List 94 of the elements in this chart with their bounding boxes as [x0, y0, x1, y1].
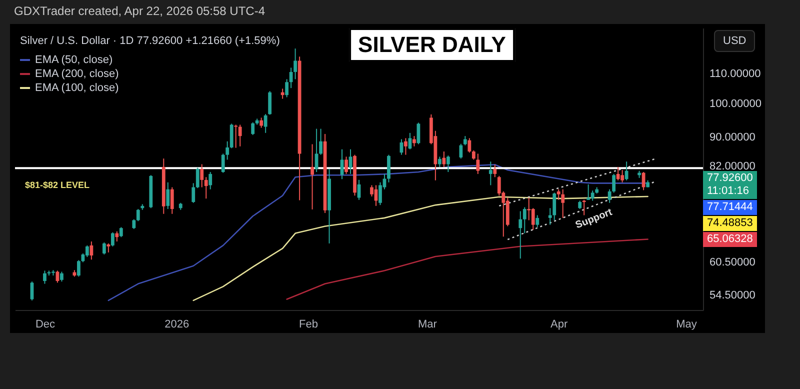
candlestick: [136, 208, 140, 222]
candlestick: [624, 161, 628, 181]
candlestick: [260, 117, 264, 128]
candlestick: [590, 190, 594, 202]
candlestick: [192, 182, 196, 204]
candlestick: [518, 210, 522, 260]
candlestick: [493, 164, 497, 178]
candlestick: [488, 161, 492, 186]
y-tick-label: 110.00000: [710, 68, 761, 80]
candlestick: [319, 128, 322, 156]
text: USD: [714, 30, 756, 52]
candlestick: [56, 270, 60, 284]
line-series: [192, 196, 648, 302]
candlestick: [548, 208, 552, 226]
candlestick: [110, 232, 114, 247]
candlestick: [472, 150, 476, 160]
y-tick-label: 100.00000: [710, 98, 762, 110]
candlestick: [468, 138, 472, 154]
candlestick: [86, 244, 89, 258]
x-tick-label: Apr: [550, 318, 568, 330]
candlestick: [561, 188, 565, 218]
text: 11:01:16: [707, 184, 750, 197]
line-series: [286, 238, 648, 300]
candlestick: [234, 124, 238, 148]
candlestick: [230, 123, 234, 149]
candlestick: [463, 136, 467, 146]
candlestick: [166, 182, 170, 210]
candlestick: [344, 156, 348, 174]
candlestick: [30, 281, 34, 301]
y-tick-label: 60.50000: [710, 256, 756, 269]
candlestick: [476, 153, 480, 174]
candlestick: [536, 214, 540, 228]
legend-label: EMA (100, close): [35, 82, 119, 94]
candlestick: [314, 128, 318, 172]
text: GDXTrader created, Apr 22, 2026 05:58 UTC-4: [14, 4, 266, 18]
candlestick: [238, 124, 242, 147]
candlestick: [132, 218, 136, 230]
x-tick-label: Mar: [418, 318, 438, 330]
text: 65.06328: [703, 232, 757, 247]
y-tick-label: 54.50000: [710, 290, 756, 302]
legend-label: EMA (200, close): [35, 68, 119, 80]
candlestick: [196, 167, 200, 189]
text: Silver / U.S. Dollar · 1D 77.92600 +1.21660 (+1.59%): [20, 35, 280, 47]
candlestick: [170, 186, 174, 214]
candlestick: [442, 150, 446, 168]
candlestick: [459, 143, 463, 160]
candlestick: [90, 240, 94, 260]
candlestick: [531, 208, 535, 230]
candlestick: [412, 136, 416, 147]
candlestick: [552, 192, 556, 221]
candlestick: [527, 197, 531, 221]
candlestick: [226, 140, 230, 160]
candlestick: [264, 114, 268, 134]
text: 77.71444: [703, 200, 757, 215]
candlestick: [446, 155, 450, 172]
text: 74.48853: [703, 216, 757, 231]
candlestick: [208, 171, 212, 190]
x-tick-label: Feb: [299, 318, 318, 330]
candlestick: [119, 226, 123, 238]
legend-label: EMA (50, close): [35, 54, 113, 66]
candlestick: [294, 48, 297, 80]
candlestick: [251, 122, 255, 136]
candlestick: [608, 188, 612, 204]
x-tick-label: Dec: [35, 318, 56, 330]
candlestick: [60, 271, 64, 282]
candlestick: [204, 176, 208, 200]
y-tick-label: 82.00000: [710, 160, 756, 173]
candlestick: [616, 166, 620, 181]
candlestick: [102, 242, 106, 255]
x-tick-label: 2026: [164, 318, 190, 330]
chart-title: SILVER DAILY: [349, 28, 515, 62]
y-tick-label: 90.00000: [710, 131, 756, 144]
x-tick-label: May: [676, 318, 698, 330]
ref-line-label: $81-$82 LEVEL: [25, 180, 90, 190]
candlestick: [285, 78, 288, 98]
candlestick: [556, 188, 560, 200]
candlestick: [370, 184, 374, 197]
candlestick: [221, 153, 225, 174]
candlestick: [43, 270, 46, 284]
text: 77.92600: [707, 172, 753, 184]
candlestick: [586, 184, 590, 200]
candlestick: [522, 206, 526, 234]
candlestick: [378, 182, 382, 206]
candlestick: [77, 260, 80, 278]
candlestick: [387, 154, 390, 183]
candlestick: [310, 144, 314, 210]
candlestick: [268, 90, 272, 116]
candlestick: [280, 88, 284, 100]
candlestick: [200, 164, 204, 188]
candlestick: [115, 230, 119, 242]
candlestick: [620, 170, 624, 183]
candlestick: [612, 173, 616, 194]
candlestick: [404, 138, 408, 156]
candlestick: [438, 156, 442, 168]
